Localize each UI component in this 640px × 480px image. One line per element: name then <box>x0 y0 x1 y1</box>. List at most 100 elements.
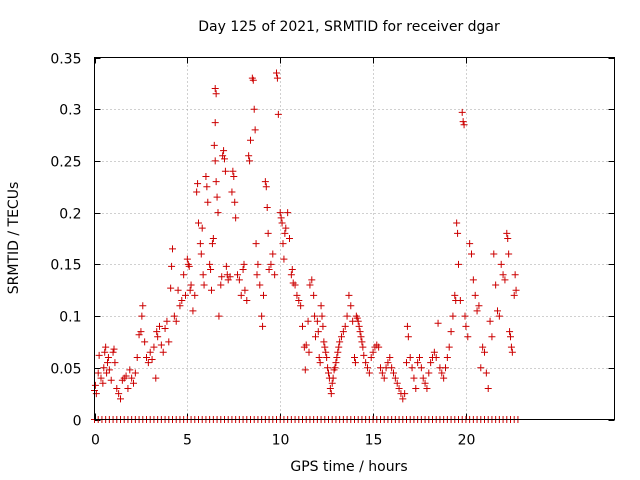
data-point <box>152 374 160 382</box>
data-point <box>313 317 321 325</box>
data-point <box>265 266 273 274</box>
data-point <box>195 219 202 227</box>
data-point <box>214 209 222 217</box>
data-point <box>281 229 289 237</box>
data-point <box>203 183 211 191</box>
data-point <box>239 266 247 274</box>
data-point <box>163 317 171 325</box>
data-point <box>250 105 258 113</box>
data-point <box>252 240 260 248</box>
data-point <box>308 276 316 284</box>
data-point <box>196 240 204 248</box>
data-point <box>161 324 169 332</box>
data-point <box>211 157 219 165</box>
data-point <box>299 322 306 330</box>
data-point <box>104 359 111 367</box>
data-point <box>464 333 472 341</box>
data-point <box>320 338 328 346</box>
data-point <box>359 343 367 351</box>
data-point <box>200 281 208 289</box>
data-point <box>159 348 167 356</box>
data-point <box>288 266 296 274</box>
data-point <box>222 262 230 270</box>
data-point <box>269 250 277 258</box>
y-tick-label: 0.15 <box>50 258 81 274</box>
data-point <box>212 178 220 186</box>
data-point <box>157 341 165 349</box>
data-point <box>148 356 156 364</box>
data-point <box>358 338 366 346</box>
data-point <box>326 384 334 392</box>
data-point <box>279 240 287 248</box>
data-point <box>273 74 281 82</box>
data-point <box>180 271 188 279</box>
data-point <box>511 271 519 279</box>
data-point <box>277 214 285 222</box>
data-point <box>305 348 313 356</box>
data-point <box>355 322 363 330</box>
data-point <box>209 235 217 242</box>
data-point <box>193 188 201 196</box>
data-point <box>449 312 457 320</box>
data-point <box>286 235 293 242</box>
data-point <box>197 250 205 258</box>
plot-frame <box>94 57 615 420</box>
data-point <box>234 271 241 279</box>
data-point <box>505 250 513 258</box>
data-point <box>245 152 253 160</box>
data-point <box>386 353 394 361</box>
data-point <box>512 286 520 294</box>
data-point <box>262 183 270 191</box>
data-point <box>302 341 310 349</box>
data-point <box>221 155 228 163</box>
data-point <box>473 307 481 315</box>
data-point <box>482 369 490 377</box>
data-point <box>332 359 340 367</box>
data-point <box>271 271 279 279</box>
data-point <box>417 364 425 372</box>
data-point <box>232 214 240 222</box>
data-point <box>507 333 514 341</box>
data-point <box>508 348 516 356</box>
data-point <box>341 322 349 330</box>
data-point <box>399 395 407 403</box>
data-point <box>97 374 105 382</box>
data-point <box>189 307 197 315</box>
data-point <box>185 262 193 270</box>
data-point <box>443 353 451 361</box>
data-point <box>295 297 303 305</box>
data-point <box>410 374 418 382</box>
data-point <box>228 188 236 196</box>
x-tick-label: 10 <box>272 433 290 449</box>
data-point <box>131 369 139 377</box>
data-point <box>438 369 446 377</box>
data-point <box>362 359 370 367</box>
data-point <box>461 312 469 320</box>
data-point <box>495 312 503 320</box>
data-point <box>492 281 500 289</box>
data-point <box>499 271 507 279</box>
x-tick-labels: 0 5 10 15 20 <box>91 433 475 449</box>
data-point <box>421 379 429 387</box>
data-point <box>154 333 162 341</box>
data-point <box>168 262 176 270</box>
data-point <box>471 291 479 299</box>
chart-title: Day 125 of 2021, SRMTID for receiver dga… <box>198 19 500 35</box>
data-point <box>117 395 124 403</box>
data-point <box>434 319 442 327</box>
data-point <box>267 260 275 268</box>
data-point <box>94 369 102 377</box>
data-point <box>218 273 226 281</box>
data-point <box>110 345 118 353</box>
data-point <box>167 284 175 292</box>
data-point <box>226 273 234 281</box>
data-point <box>202 172 210 180</box>
data-point <box>172 317 180 325</box>
data-point <box>468 250 475 258</box>
y-tick-label: 0.35 <box>50 52 81 68</box>
data-point <box>479 343 487 351</box>
data-point <box>401 390 409 398</box>
data-point <box>208 240 216 248</box>
data-point <box>139 302 147 310</box>
data-point <box>178 297 186 305</box>
